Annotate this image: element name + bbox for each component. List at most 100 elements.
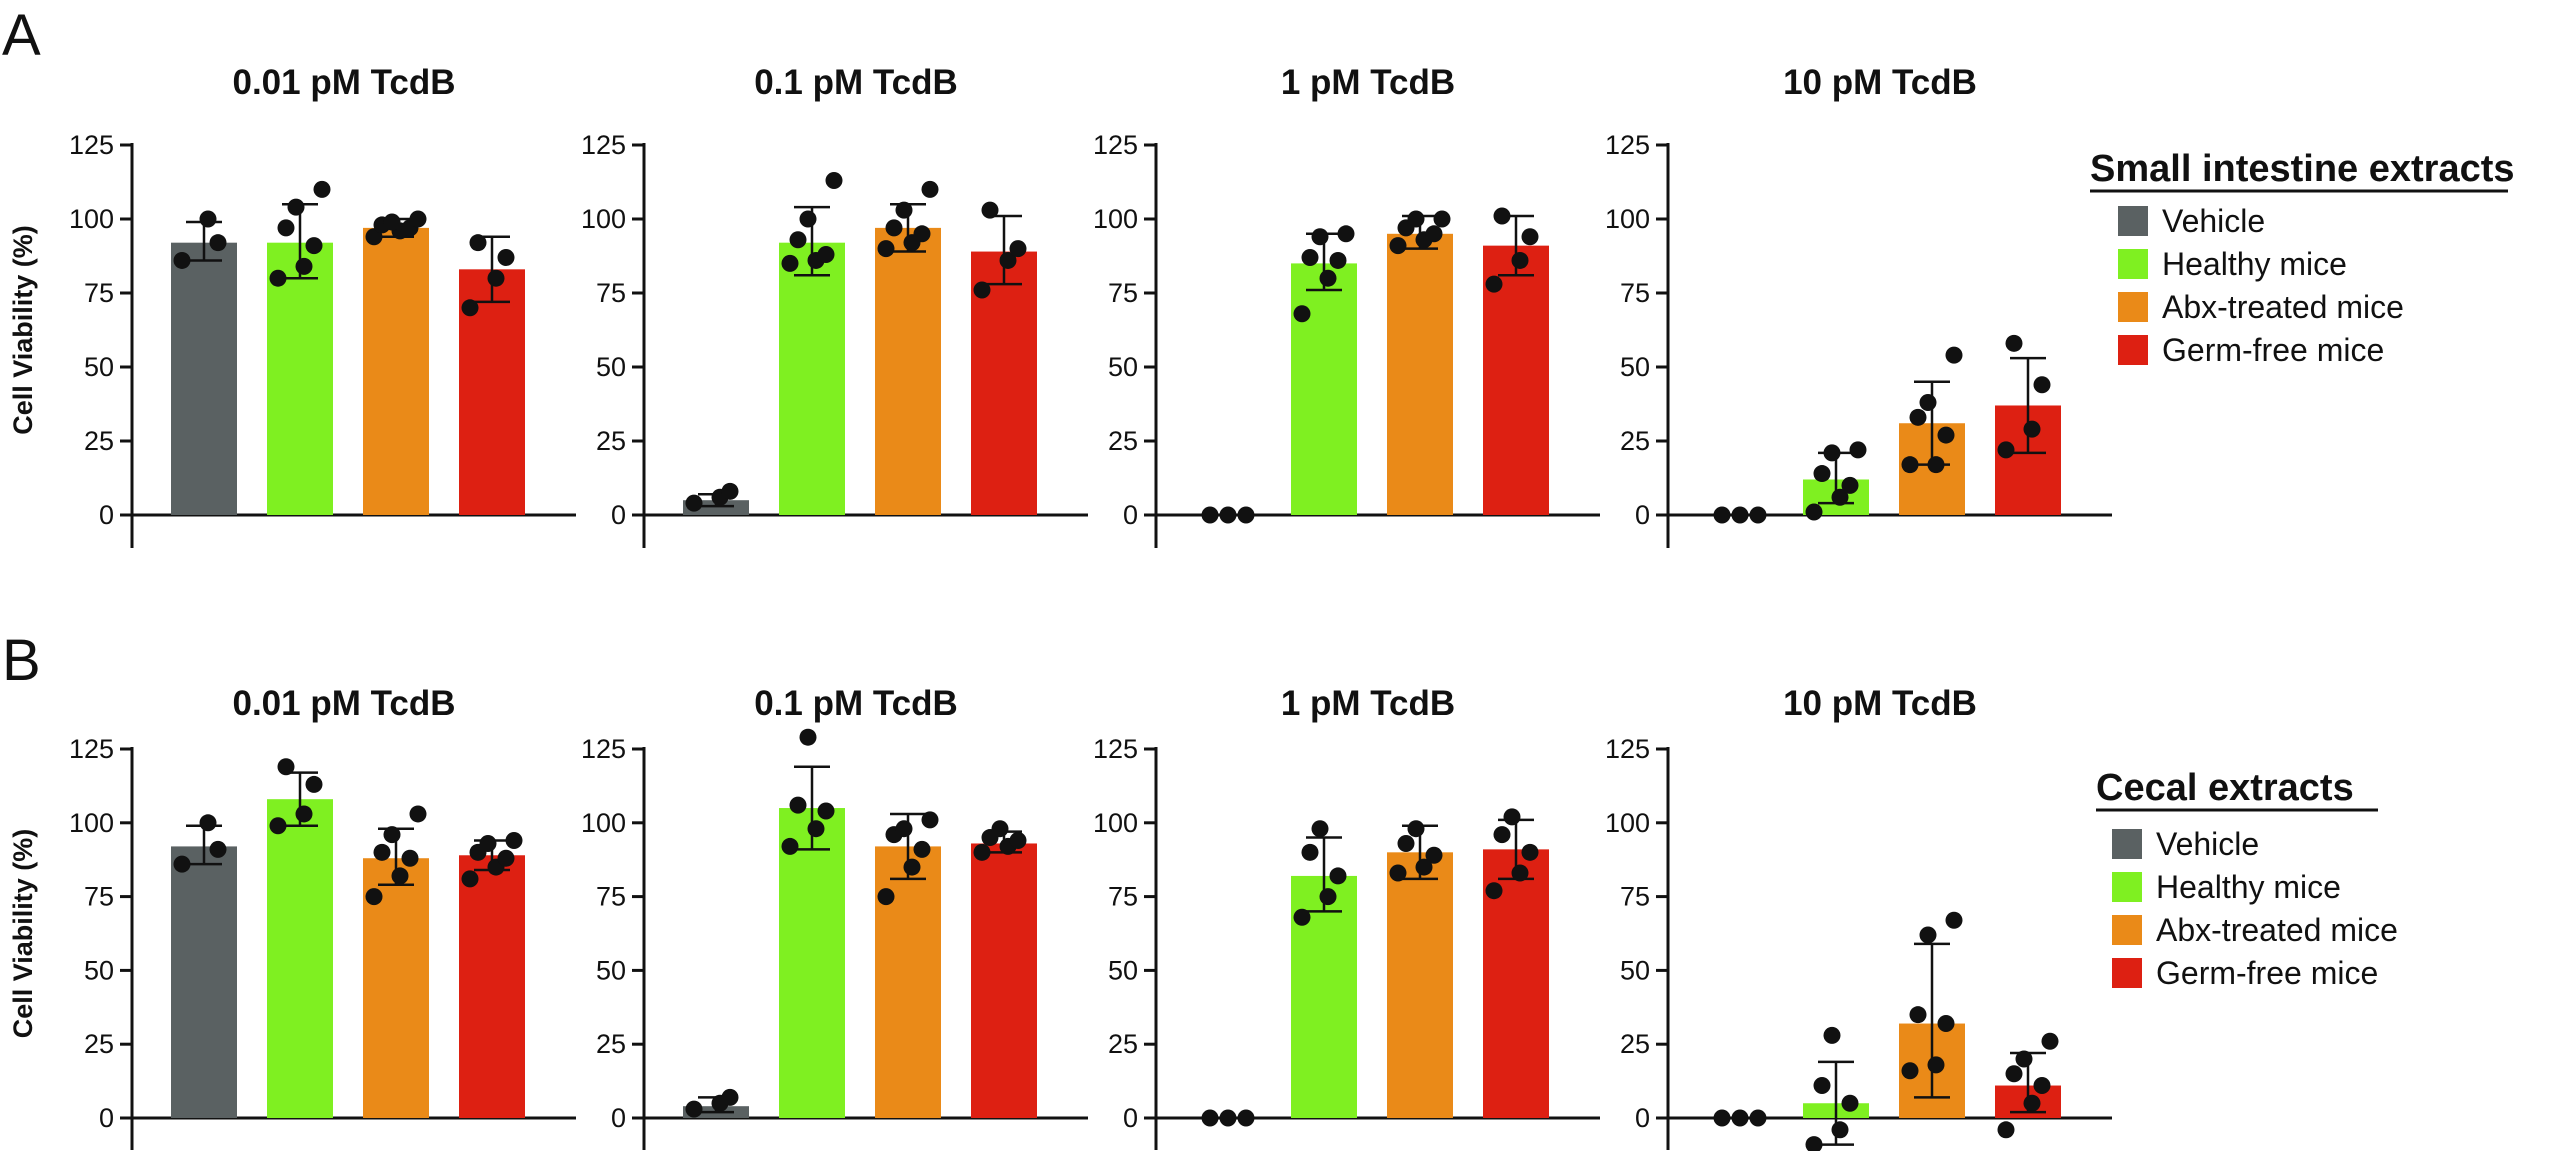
bar	[171, 242, 237, 515]
data-point	[1407, 820, 1425, 838]
data-point	[807, 820, 825, 838]
data-point	[497, 248, 515, 266]
subplot-title: 10 pM TcdB	[1783, 684, 1977, 723]
data-point	[1397, 834, 1415, 852]
data-point	[409, 805, 427, 823]
data-point	[1713, 506, 1731, 524]
y-tick-label: 100	[69, 808, 114, 838]
data-point	[409, 210, 427, 228]
data-point	[1997, 1121, 2015, 1139]
data-point	[973, 281, 991, 299]
data-point	[199, 210, 217, 228]
data-point	[1293, 305, 1311, 323]
legend-label-healthy: Healthy mice	[2156, 869, 2341, 905]
bar	[971, 843, 1037, 1118]
data-point	[1219, 506, 1237, 524]
data-point	[1945, 911, 1963, 929]
legend-b: Cecal extracts Vehicle Healthy mice Abx-…	[2096, 767, 2398, 991]
data-point	[1997, 441, 2015, 459]
legend-label-abx: Abx-treated mice	[2156, 912, 2398, 948]
y-tick-label: 25	[1620, 426, 1650, 456]
y-tick-label: 75	[596, 278, 626, 308]
data-point	[903, 858, 921, 876]
data-point	[305, 775, 323, 793]
data-point	[1749, 1109, 1767, 1127]
data-point	[1201, 1109, 1219, 1127]
data-point	[1841, 476, 1859, 494]
y-tick-label: 25	[596, 426, 626, 456]
legend-label-abx: Abx-treated mice	[2162, 289, 2404, 325]
y-tick-label: 100	[1605, 204, 1650, 234]
subplot-title: 0.01 pM TcdB	[232, 684, 455, 723]
data-point	[1319, 269, 1337, 287]
data-point	[365, 888, 383, 906]
data-point	[1901, 1062, 1919, 1080]
subplot: 0.01 pM TcdB Cell Viability (%) 0 25 50 75 100…	[8, 684, 576, 1150]
data-point	[305, 237, 323, 255]
data-point	[1219, 1109, 1237, 1127]
data-point	[1849, 441, 1867, 459]
data-point	[1493, 826, 1511, 844]
data-point	[199, 814, 217, 832]
y-tick-label: 75	[84, 882, 114, 912]
y-tick-label: 100	[581, 808, 626, 838]
data-point	[1511, 864, 1529, 882]
subplot-title: 10 pM TcdB	[1783, 63, 1977, 102]
data-point	[1813, 465, 1831, 483]
data-point	[1919, 394, 1937, 412]
legend-swatch-germfree	[2112, 958, 2142, 988]
legend-label-healthy: Healthy mice	[2162, 246, 2347, 282]
data-point	[877, 240, 895, 258]
data-point	[295, 805, 313, 823]
data-point	[1713, 1109, 1731, 1127]
data-point	[1909, 408, 1927, 426]
y-tick-label: 0	[99, 1103, 114, 1133]
data-point	[685, 1100, 703, 1118]
data-point	[1389, 864, 1407, 882]
data-point	[1201, 506, 1219, 524]
bar	[1387, 852, 1453, 1118]
y-tick-label: 125	[1093, 130, 1138, 160]
data-point	[1301, 248, 1319, 266]
data-point	[1919, 926, 1937, 944]
y-tick-label: 0	[1635, 500, 1650, 530]
bar	[875, 227, 941, 515]
y-tick-label: 0	[1635, 1103, 1650, 1133]
legend-title: Small intestine extracts	[2090, 148, 2515, 190]
y-tick-label: 100	[1093, 204, 1138, 234]
legend-swatch-healthy	[2118, 249, 2148, 279]
y-tick-label: 125	[581, 734, 626, 764]
data-point	[461, 870, 479, 888]
data-point	[895, 201, 913, 219]
y-tick-label: 50	[1620, 955, 1650, 985]
subplot-title: 1 pM TcdB	[1281, 684, 1455, 723]
y-tick-label: 25	[84, 426, 114, 456]
y-tick-label: 125	[1093, 734, 1138, 764]
data-point	[1927, 456, 1945, 474]
data-point	[789, 231, 807, 249]
data-point	[885, 219, 903, 237]
data-point	[1311, 820, 1329, 838]
y-tick-label: 50	[1108, 955, 1138, 985]
data-point	[1841, 1094, 1859, 1112]
data-point	[2015, 1050, 2033, 1068]
data-point	[1493, 207, 1511, 225]
bar	[779, 808, 845, 1118]
data-point	[895, 820, 913, 838]
data-point	[1823, 444, 1841, 462]
bar	[1387, 233, 1453, 516]
data-point	[401, 849, 419, 867]
data-point	[373, 843, 391, 861]
data-point	[383, 213, 401, 231]
data-point	[1311, 228, 1329, 246]
y-tick-label: 100	[69, 204, 114, 234]
y-tick-label: 25	[1108, 426, 1138, 456]
data-point	[1237, 1109, 1255, 1127]
data-point	[1319, 888, 1337, 906]
y-tick-label: 50	[596, 352, 626, 382]
bar	[1291, 263, 1357, 515]
data-point	[1831, 1121, 1849, 1139]
data-point	[173, 855, 191, 873]
data-point	[461, 299, 479, 317]
